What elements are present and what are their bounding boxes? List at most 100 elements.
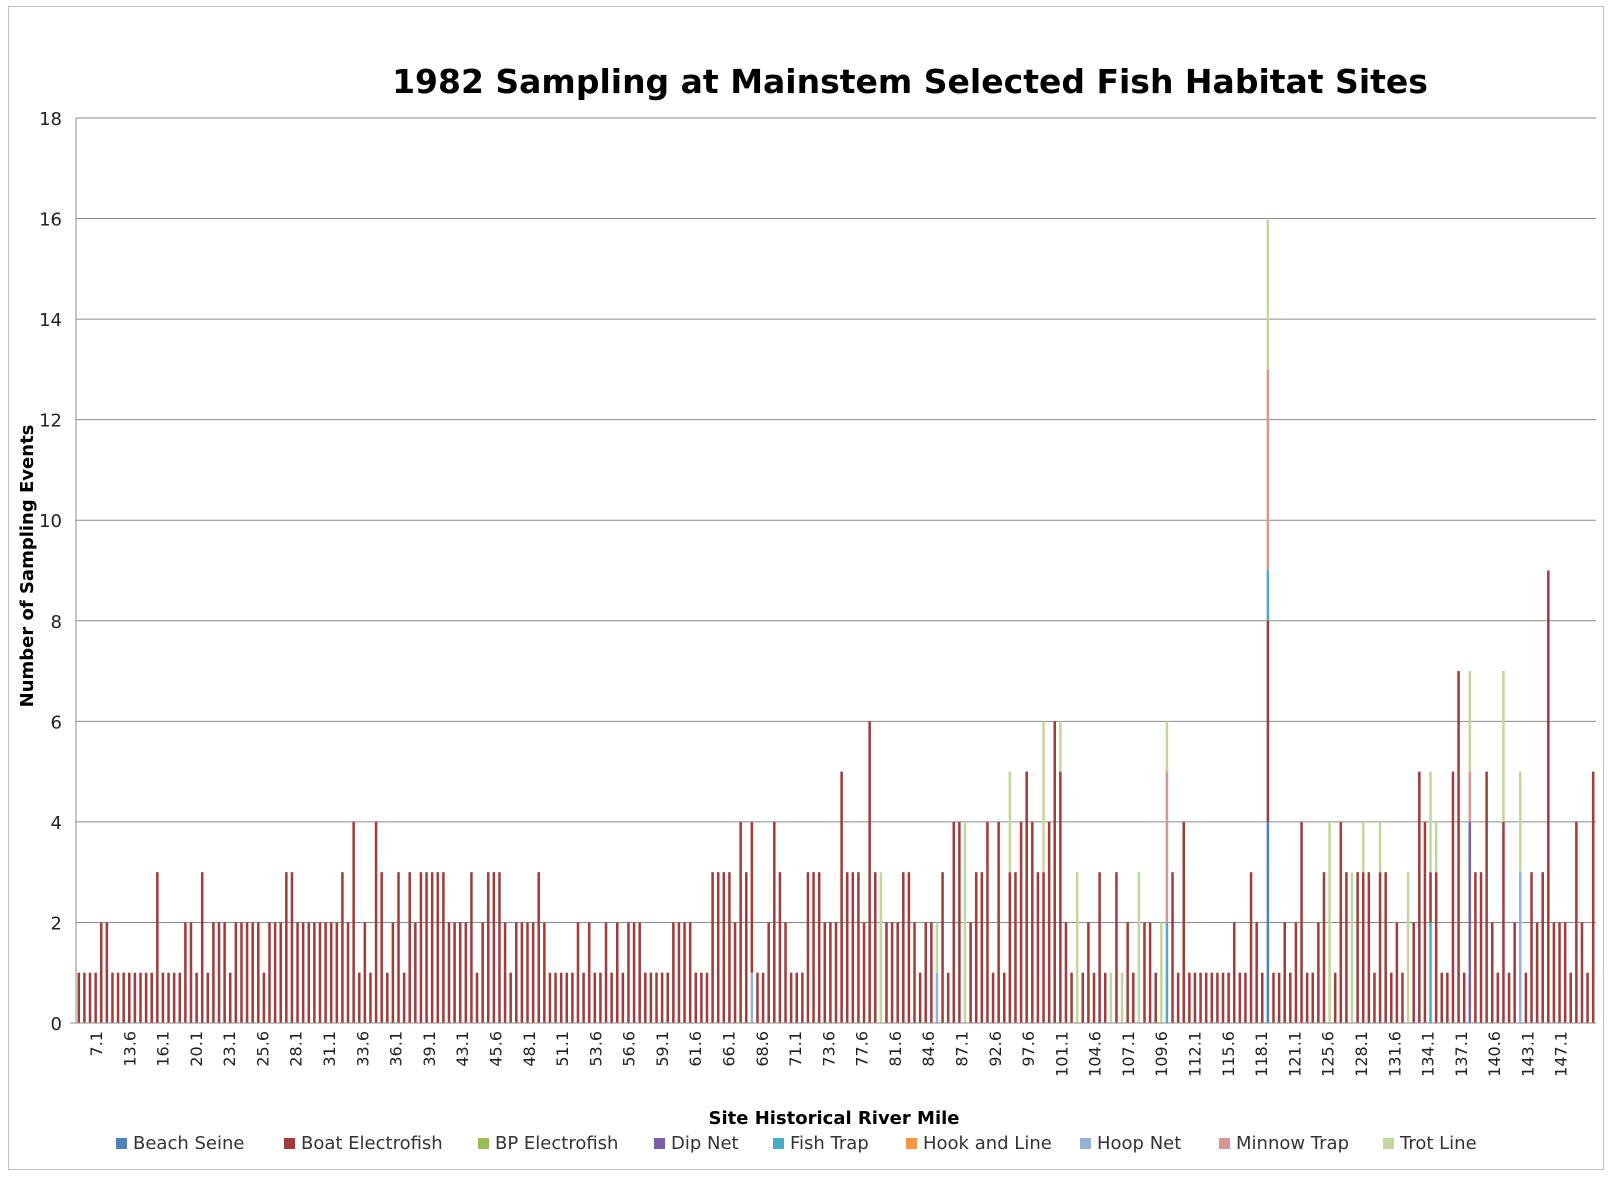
bar-segment (660, 972, 664, 1023)
bar-segment (1204, 972, 1208, 1023)
bar-segment (952, 821, 956, 1023)
x-tick-label: 16.1 (154, 1031, 173, 1067)
bar-segment (969, 922, 972, 1023)
bar-segment (1468, 771, 1472, 822)
bar-segment (318, 922, 322, 1023)
bar-segment (1451, 771, 1455, 1023)
bar-segment (1502, 821, 1505, 1023)
x-tick-label: 51.1 (553, 1031, 572, 1067)
bar-segment (559, 972, 563, 1023)
bar-segment (94, 972, 97, 1023)
bar-segment (604, 922, 608, 1023)
bar-segment (1036, 872, 1040, 1023)
bar-segment (531, 922, 535, 1023)
y-tick-label: 8 (51, 612, 62, 633)
bar-segment (1485, 771, 1488, 1023)
bar-segment (520, 922, 524, 1023)
bar-segment (728, 872, 731, 1023)
bar-segment (1345, 872, 1348, 1023)
bar-segment (655, 972, 658, 1023)
bar-segment (1031, 821, 1034, 1023)
bar-segment (823, 922, 827, 1023)
bar-segment (621, 972, 625, 1023)
legend-swatch (1219, 1138, 1230, 1149)
bar-segment (1232, 922, 1236, 1023)
legend-swatch (1383, 1138, 1394, 1149)
legend-label: Fish Trap (790, 1133, 869, 1154)
bar-segment (1120, 972, 1124, 1023)
bar-segment (363, 922, 367, 1023)
y-tick-label: 16 (39, 210, 62, 231)
bar-segment (492, 872, 496, 1023)
bar-segment (902, 872, 905, 1023)
bar-segment (1373, 972, 1376, 1023)
bar-segment (346, 922, 350, 1023)
x-tick-label: 71.1 (786, 1031, 805, 1067)
x-tick-label: 48.1 (520, 1031, 539, 1067)
x-tick-label: 140.6 (1485, 1031, 1504, 1077)
x-tick-label: 137.1 (1452, 1031, 1471, 1077)
y-tick-label: 2 (51, 913, 62, 934)
bar-segment (868, 721, 871, 1023)
legend-swatch (654, 1138, 665, 1149)
x-axis-title: Site Historical River Mile (708, 1108, 959, 1129)
bar-segment (408, 872, 411, 1023)
bar-segment (1289, 972, 1292, 1023)
bar-segment (1429, 922, 1432, 1023)
x-tick-label: 112.1 (1186, 1031, 1205, 1077)
bar-segment (419, 872, 423, 1023)
bar-segment (1569, 972, 1573, 1023)
bar-segment (1014, 872, 1017, 1023)
x-tick-label: 115.6 (1219, 1031, 1238, 1077)
bar-segment (576, 922, 580, 1023)
x-tick-label: 28.1 (287, 1031, 306, 1067)
bar-segment (83, 972, 86, 1023)
bar-segment (554, 972, 557, 1023)
bar-segment (1081, 972, 1085, 1023)
bar-segment (1339, 821, 1343, 1023)
bar-segment (750, 821, 754, 973)
bar-segment (1507, 972, 1511, 1023)
x-tick-label: 125.6 (1319, 1031, 1338, 1077)
bar-segment (503, 922, 507, 1023)
bar-segment (1378, 821, 1382, 873)
bar-segment (666, 972, 669, 1023)
bar-segment (1434, 821, 1438, 873)
bar-segment (1132, 972, 1135, 1023)
bar-segment (688, 922, 692, 1023)
bar-segment (1019, 821, 1023, 1023)
x-tick-label: 128.1 (1352, 1031, 1371, 1077)
bar-segment (773, 821, 776, 1023)
bar-segment (498, 872, 501, 1023)
bar-segment (133, 972, 137, 1023)
bar-segment (352, 821, 355, 1023)
bar-segment (1591, 771, 1595, 1023)
bar-segment (425, 872, 428, 1023)
bar-segment (1547, 570, 1550, 1023)
bar-segment (1356, 872, 1359, 1023)
bar-segment (1429, 771, 1432, 873)
bar-segment (1563, 922, 1567, 1023)
bar-segment (1401, 972, 1404, 1023)
legend-label: Minnow Trap (1236, 1133, 1349, 1154)
bar-segment (980, 872, 984, 1023)
x-tick-label: 77.6 (853, 1031, 872, 1067)
bar-segment (767, 922, 770, 1023)
bar-segment (1042, 721, 1045, 873)
y-tick-label: 6 (51, 712, 62, 733)
bar-segment (739, 821, 742, 1023)
bar-segment (986, 821, 989, 1023)
bar-segment (1266, 620, 1270, 822)
bar-segment (599, 972, 602, 1023)
bar-segment (77, 972, 81, 1023)
bar-segment (1384, 872, 1387, 1023)
bar-segment (1165, 771, 1169, 923)
bar-segment (1244, 972, 1247, 1023)
bar-segment (941, 872, 944, 1023)
bar-segment (1283, 922, 1286, 1023)
bar-segment (1249, 872, 1253, 1023)
bar-segment (453, 922, 456, 1023)
bar-segment (845, 872, 849, 1023)
bar-segment (1519, 872, 1522, 1023)
bar-segment (896, 922, 899, 1023)
